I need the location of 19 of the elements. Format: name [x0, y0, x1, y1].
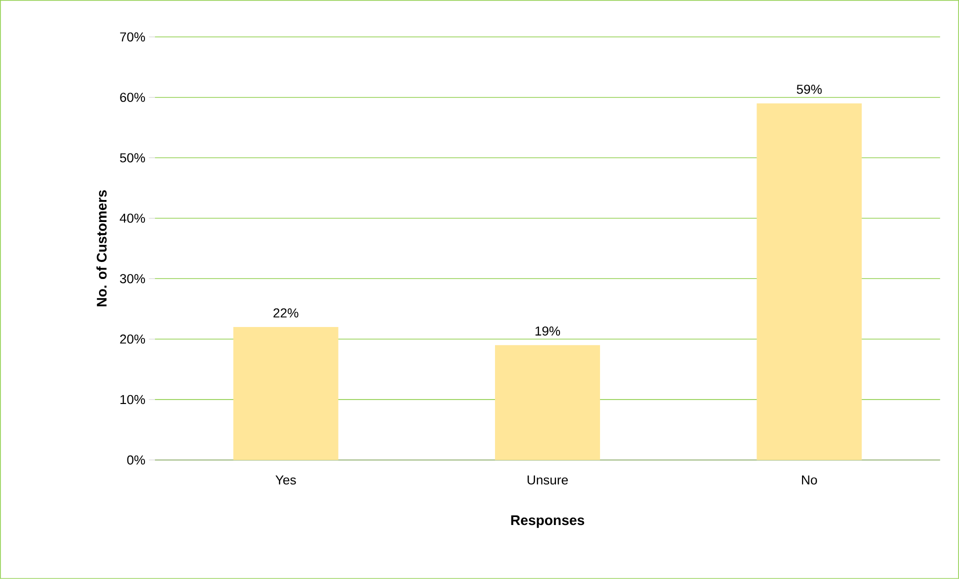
bar: [495, 345, 600, 460]
y-tick-label: 30%: [120, 274, 145, 284]
bar: [233, 327, 338, 460]
data-label: 59%: [796, 84, 822, 94]
y-tick-label: 0%: [127, 455, 145, 465]
x-axis-title: Responses: [511, 515, 584, 528]
x-tick-label: Unsure: [528, 476, 568, 485]
x-tick-label: Yes: [276, 476, 296, 485]
y-tick-label: 40%: [120, 214, 145, 223]
y-tick-label: 60%: [120, 92, 145, 102]
y-tick-label: 70%: [120, 32, 145, 42]
data-label: 19%: [536, 326, 560, 336]
y-tick-label: 10%: [120, 395, 145, 404]
bar: [756, 103, 862, 460]
y-tick-label: 50%: [120, 153, 145, 162]
data-label: 22%: [273, 308, 298, 318]
x-tick-label: No: [802, 476, 817, 485]
y-axis-title: No. of Customers: [96, 190, 107, 306]
y-tick-label: 20%: [120, 334, 145, 344]
